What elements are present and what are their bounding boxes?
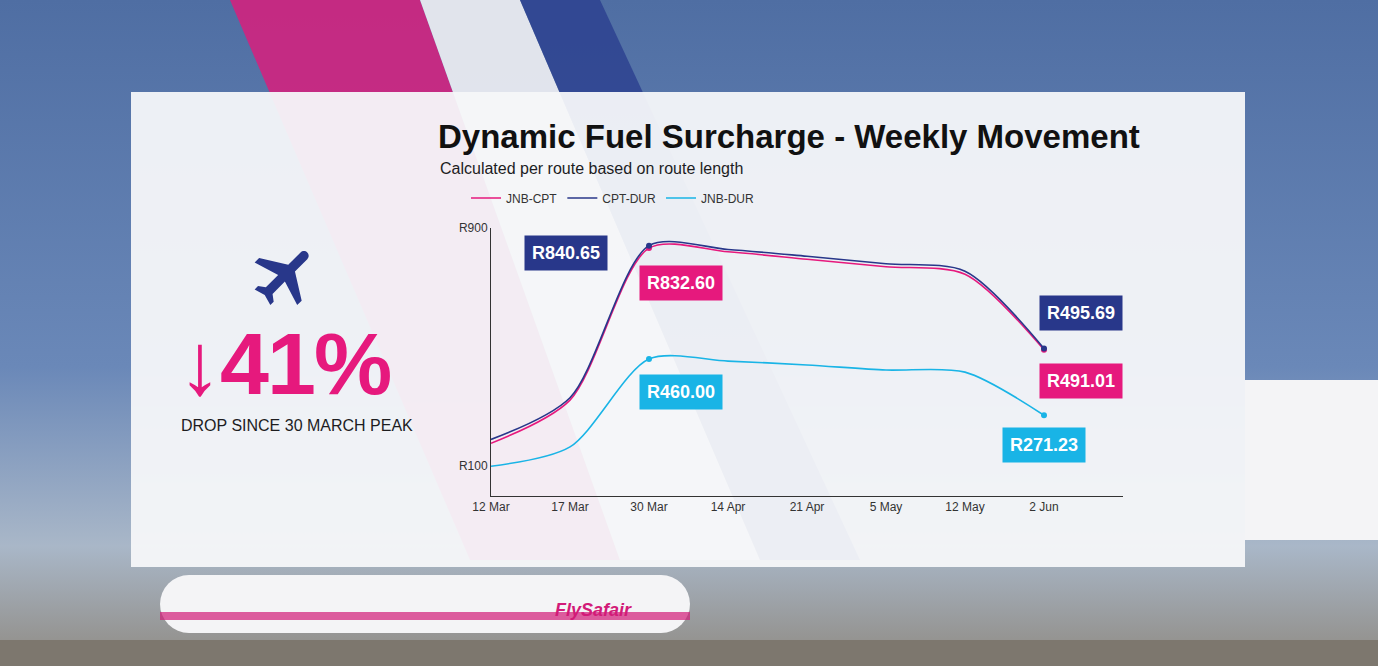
svg-text:Dynamic Fuel Surcharge - Weekl: Dynamic Fuel Surcharge - Weekly Movement [438, 118, 1140, 155]
svg-text:17 Mar: 17 Mar [551, 500, 588, 514]
svg-text:JNB-DUR: JNB-DUR [701, 192, 754, 206]
svg-text:21 Apr: 21 Apr [790, 500, 825, 514]
svg-text:2 Jun: 2 Jun [1029, 500, 1058, 514]
svg-text:30 Mar: 30 Mar [630, 500, 667, 514]
html-text:DROP SINCE 30 MARCH PEAK: DROP SINCE 30 MARCH PEAK [181, 417, 413, 434]
svg-text:R100: R100 [459, 459, 488, 473]
html-text:↓41%: ↓41% [178, 314, 391, 413]
svg-text:Calculated per route based on: Calculated per route based on route leng… [440, 160, 743, 177]
svg-text:CPT-DUR: CPT-DUR [602, 192, 656, 206]
svg-text:JNB-CPT: JNB-CPT [506, 192, 557, 206]
svg-text:R271.23: R271.23 [1010, 435, 1078, 455]
svg-text:R491.01: R491.01 [1047, 371, 1115, 391]
svg-text:12 Mar: 12 Mar [472, 500, 509, 514]
svg-text:14 Apr: 14 Apr [711, 500, 746, 514]
svg-text:R840.65: R840.65 [532, 243, 600, 263]
svg-text:R900: R900 [459, 221, 488, 235]
html-text:FlySafair: FlySafair [555, 600, 631, 620]
svg-text:R495.69: R495.69 [1047, 303, 1115, 323]
svg-text:12 May: 12 May [945, 500, 984, 514]
svg-text:R832.60: R832.60 [647, 273, 715, 293]
svg-text:5 May: 5 May [870, 500, 903, 514]
svg-text:R460.00: R460.00 [647, 382, 715, 402]
